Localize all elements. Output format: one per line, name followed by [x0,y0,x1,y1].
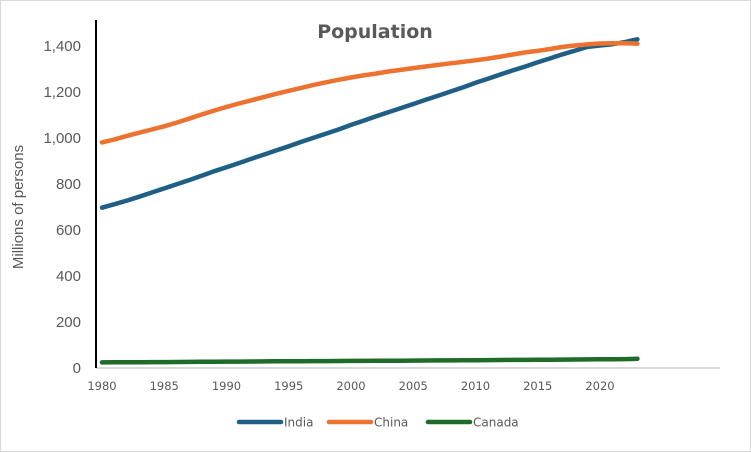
x-tick-label: 1990 [212,379,241,393]
legend-label: India [284,416,313,430]
y-tick-label: 1,200 [43,84,81,101]
x-tick-label: 1985 [150,379,179,393]
legend-item-china: China [326,416,408,430]
legend-label: Canada [473,416,519,430]
x-tick-label: 2015 [523,379,552,393]
y-tick-label: 600 [56,222,81,239]
series-line-canada [99,356,640,365]
y-tick-label: 0 [73,360,81,377]
y-axis-label: Millions of persons [10,145,27,269]
legend-item-india: India [236,416,313,430]
x-tick-label: 2020 [585,379,614,393]
y-tick-label: 1,400 [43,38,81,55]
chart-title: Population [317,21,433,43]
x-tick-label: 2005 [399,379,428,393]
y-tick-label: 1,000 [43,130,81,147]
x-tick-label: 1995 [274,379,303,393]
series-line-india [99,37,640,210]
x-tick-label: 1980 [87,379,116,393]
y-tick-label: 800 [56,176,81,193]
y-tick-labels: 0 200 400 600 800 1,000 1,200 1,400 [43,38,81,377]
legend-label: China [374,416,408,430]
x-tick-labels: 1980 1985 1990 1995 2000 2005 2010 2015 2020 [87,379,614,393]
y-tick-label: 400 [56,268,81,285]
legend-item-canada: Canada [425,416,519,430]
x-tick-label: 2000 [336,379,365,393]
y-tick-label: 200 [56,314,81,331]
x-tick-label: 2010 [461,379,490,393]
series-line-china [99,40,640,145]
legend: India China Canada [236,416,519,430]
series-lines [99,37,640,365]
